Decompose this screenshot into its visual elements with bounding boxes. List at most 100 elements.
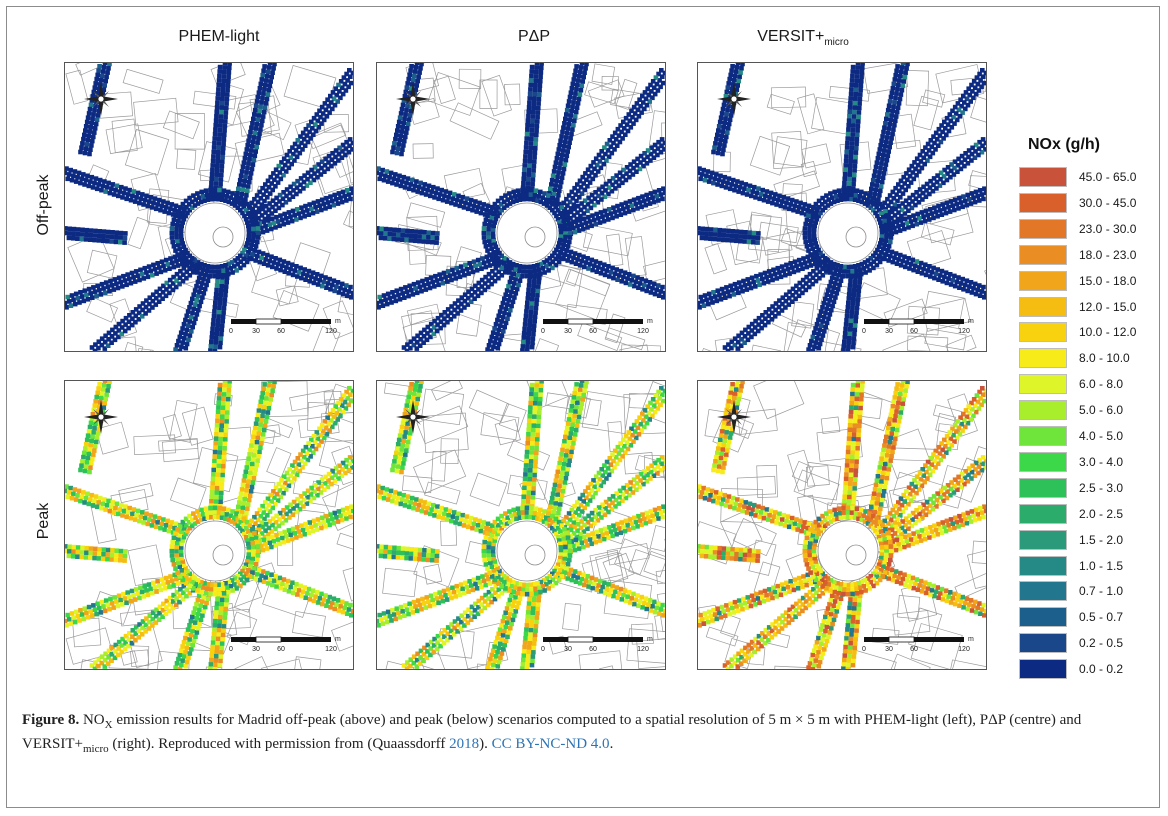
legend-item: 1.5 - 2.0 [1019,529,1124,550]
legend-swatch [1019,581,1067,602]
legend-label: 15.0 - 18.0 [1079,273,1137,288]
scale-tick-label: 120 [958,328,970,335]
legend-swatch [1019,270,1067,291]
legend-swatch [1019,477,1067,498]
scale-tick-label: 120 [325,646,337,653]
scale-bar: 0 30 60 120 m [541,636,653,653]
column-title-versit: VERSIT+micro [757,28,849,49]
legend-item: 6.0 - 8.0 [1019,374,1123,395]
map-offpeak-pdp: 0 30 60 120 m [376,62,666,352]
scale-tick-label: 0 [541,328,545,335]
scale-tick-label: 0 [862,646,866,653]
legend-item: 45.0 - 65.0 [1019,167,1136,187]
scale-unit-label: m [335,318,341,325]
map-peak-pdp: 0 30 60 120 m [376,380,666,670]
legend-item: 2.0 - 2.5 [1019,503,1124,524]
legend-swatch [1019,529,1067,550]
legend-item: 12.0 - 15.0 [1019,296,1137,317]
scale-tick-label: 60 [277,328,285,335]
legend-swatch [1019,659,1067,680]
figure-label: Figure 8. [22,712,80,728]
legend-item: 10.0 - 12.0 [1019,322,1137,343]
legend-label: 3.0 - 4.0 [1079,454,1124,469]
scale-unit-label: m [647,318,653,325]
legend-item: 0.5 - 0.7 [1019,607,1123,628]
legend-swatch [1019,348,1067,369]
legend-swatch [1019,555,1067,576]
scale-bar: 0 30 60 120 m [862,318,974,335]
legend-label: 1.0 - 1.5 [1079,558,1124,573]
scale-tick-label: 0 [541,646,545,653]
scale-tick-label: 0 [229,646,233,653]
legend-swatch [1019,426,1067,446]
legend-swatch [1019,374,1067,395]
legend-swatch [1019,503,1067,524]
scale-unit-label: m [968,318,974,325]
legend-label: 45.0 - 65.0 [1079,170,1137,184]
legend-swatch [1019,167,1067,187]
legend-label: 12.0 - 15.0 [1079,299,1137,314]
license-link[interactable]: CC BY-NC-ND 4.0 [491,736,610,752]
legend-label: 2.0 - 2.5 [1079,506,1124,521]
legend-item: 1.0 - 1.5 [1019,555,1124,576]
legend-item: 4.0 - 5.0 [1019,426,1123,446]
legend-swatch [1019,192,1067,213]
scale-tick-label: 120 [958,646,970,653]
compass-icon [84,82,118,116]
legend-label: 10.0 - 12.0 [1079,325,1137,340]
legend-swatch [1019,296,1067,317]
legend-label: 0.2 - 0.5 [1079,636,1124,651]
citation-year-link[interactable]: 2018 [449,736,480,752]
scale-unit-label: m [647,636,653,643]
map-offpeak-phem-light: 0 30 60 120 m [64,62,354,352]
legend-swatch [1019,218,1067,239]
figure-caption: Figure 8. NOX emission results for Madri… [22,712,1082,755]
legend-swatch [1019,607,1067,628]
legend-item: 2.5 - 3.0 [1019,477,1124,498]
legend-swatch [1019,244,1067,265]
legend-item: 0.2 - 0.5 [1019,633,1124,654]
scale-unit-label: m [968,636,974,643]
legend-label: 8.0 - 10.0 [1079,351,1130,366]
legend-label: 18.0 - 23.0 [1079,247,1137,262]
legend-item: 23.0 - 30.0 [1019,218,1137,239]
legend-swatch [1019,400,1067,421]
legend-label: 2.5 - 3.0 [1079,480,1124,495]
compass-icon [84,400,118,434]
scale-tick-label: 30 [885,646,893,653]
scale-bar: 0 30 60 120 m [229,636,341,653]
compass-icon [396,400,430,434]
map-peak-versit: 0 30 60 120 m [697,380,987,670]
scale-tick-label: 30 [564,646,572,653]
scale-bar: 0 30 60 120 m [229,318,341,335]
legend-label: 0.7 - 1.0 [1079,584,1124,599]
scale-tick-label: 0 [862,328,866,335]
legend-item: 5.0 - 6.0 [1019,400,1124,421]
scale-tick-label: 120 [325,328,337,335]
scale-tick-label: 30 [252,646,260,653]
legend-swatch [1019,633,1067,654]
row-label-off-peak: Off-peak [35,174,52,236]
compass-icon [717,82,751,116]
legend-label: 23.0 - 30.0 [1079,221,1137,236]
scale-tick-label: 30 [252,328,260,335]
legend-title: NOx (g/h) [1028,136,1100,153]
scale-tick-label: 60 [277,646,285,653]
legend-label: 1.5 - 2.0 [1079,532,1124,547]
legend-label: 5.0 - 6.0 [1079,403,1124,418]
compass-icon [717,400,751,434]
map-peak-phem-light: 0 30 60 120 m [64,380,354,670]
scale-tick-label: 30 [885,328,893,335]
legend-item: 3.0 - 4.0 [1019,451,1124,472]
scale-bar: 0 30 60 120 m [541,318,653,335]
scale-tick-label: 0 [229,328,233,335]
scale-tick-label: 60 [589,328,597,335]
column-title-pdp: PΔP [517,28,551,45]
legend-label: 0.0 - 0.2 [1079,662,1124,677]
row-label-peak: Peak [35,502,52,540]
compass-icon [396,82,430,116]
scale-bar: 0 30 60 120 m [862,636,974,653]
legend-swatch [1019,322,1067,343]
legend-label: 4.0 - 5.0 [1079,429,1124,443]
legend-label: 30.0 - 45.0 [1079,195,1137,210]
